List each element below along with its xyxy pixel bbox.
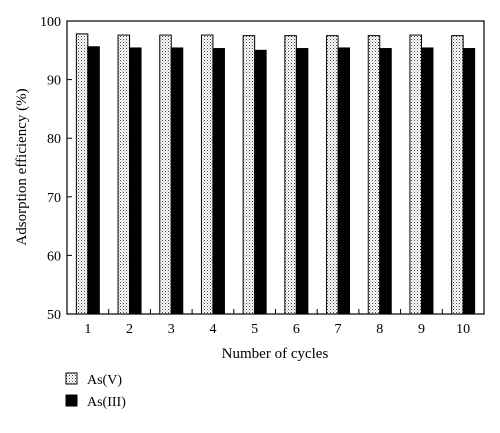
x-tick-label: 3	[168, 322, 175, 337]
y-tick-label: 60	[47, 249, 61, 264]
bar-as-iii-cycle-4	[212, 48, 225, 315]
y-tick-label: 50	[47, 308, 61, 323]
y-tick-label: 100	[40, 15, 61, 30]
bar-as-iii-cycle-1	[87, 46, 100, 315]
x-tick-label: 1	[84, 322, 91, 337]
bar-as-v-cycle-7	[326, 35, 339, 315]
x-tick-label: 9	[418, 322, 425, 337]
bar-as-iii-cycle-9	[420, 47, 434, 315]
bar-as-v-cycle-9	[409, 34, 422, 315]
bar-as-v-cycle-5	[242, 35, 256, 315]
bar-as-v-cycle-2	[117, 34, 131, 315]
bar-as-iii-cycle-5	[254, 49, 267, 315]
bar-as-iii-cycle-3	[170, 47, 184, 315]
x-axis-label: Number of cycles	[222, 346, 329, 362]
x-tick-label: 4	[209, 322, 216, 337]
x-tick-label: 6	[293, 322, 300, 337]
y-tick-label: 80	[47, 132, 61, 147]
x-tick-label: 2	[126, 322, 133, 337]
legend-label: As(V)	[87, 373, 122, 388]
bar-as-v-cycle-3	[159, 34, 172, 315]
x-tick-label: 10	[456, 322, 470, 337]
bar-as-v-cycle-4	[200, 34, 214, 315]
bar-as-v-cycle-8	[367, 35, 381, 315]
bar-as-v-cycle-10	[451, 35, 464, 315]
bar-as-v-cycle-1	[75, 33, 89, 315]
legend: As(V) As(III)	[65, 372, 126, 410]
y-tick-label: 70	[47, 191, 61, 206]
legend-label: As(III)	[87, 395, 126, 410]
bar-as-iii-cycle-6	[295, 48, 309, 315]
x-tick-label: 7	[335, 322, 342, 337]
legend-swatch-as-iii	[65, 394, 78, 407]
bar-as-iii-cycle-2	[129, 47, 142, 315]
bar-as-iii-cycle-7	[337, 47, 351, 315]
bar-as-iii-cycle-10	[462, 48, 476, 315]
y-tick-label: 90	[47, 74, 61, 89]
y-axis-label: Adsorption efficiency (%)	[14, 88, 30, 245]
bar-as-v-cycle-6	[284, 35, 297, 315]
legend-swatch-as-v	[65, 372, 78, 385]
x-tick-label: 8	[376, 322, 383, 337]
bar-as-iii-cycle-8	[379, 48, 392, 315]
x-tick-label: 5	[251, 322, 258, 337]
